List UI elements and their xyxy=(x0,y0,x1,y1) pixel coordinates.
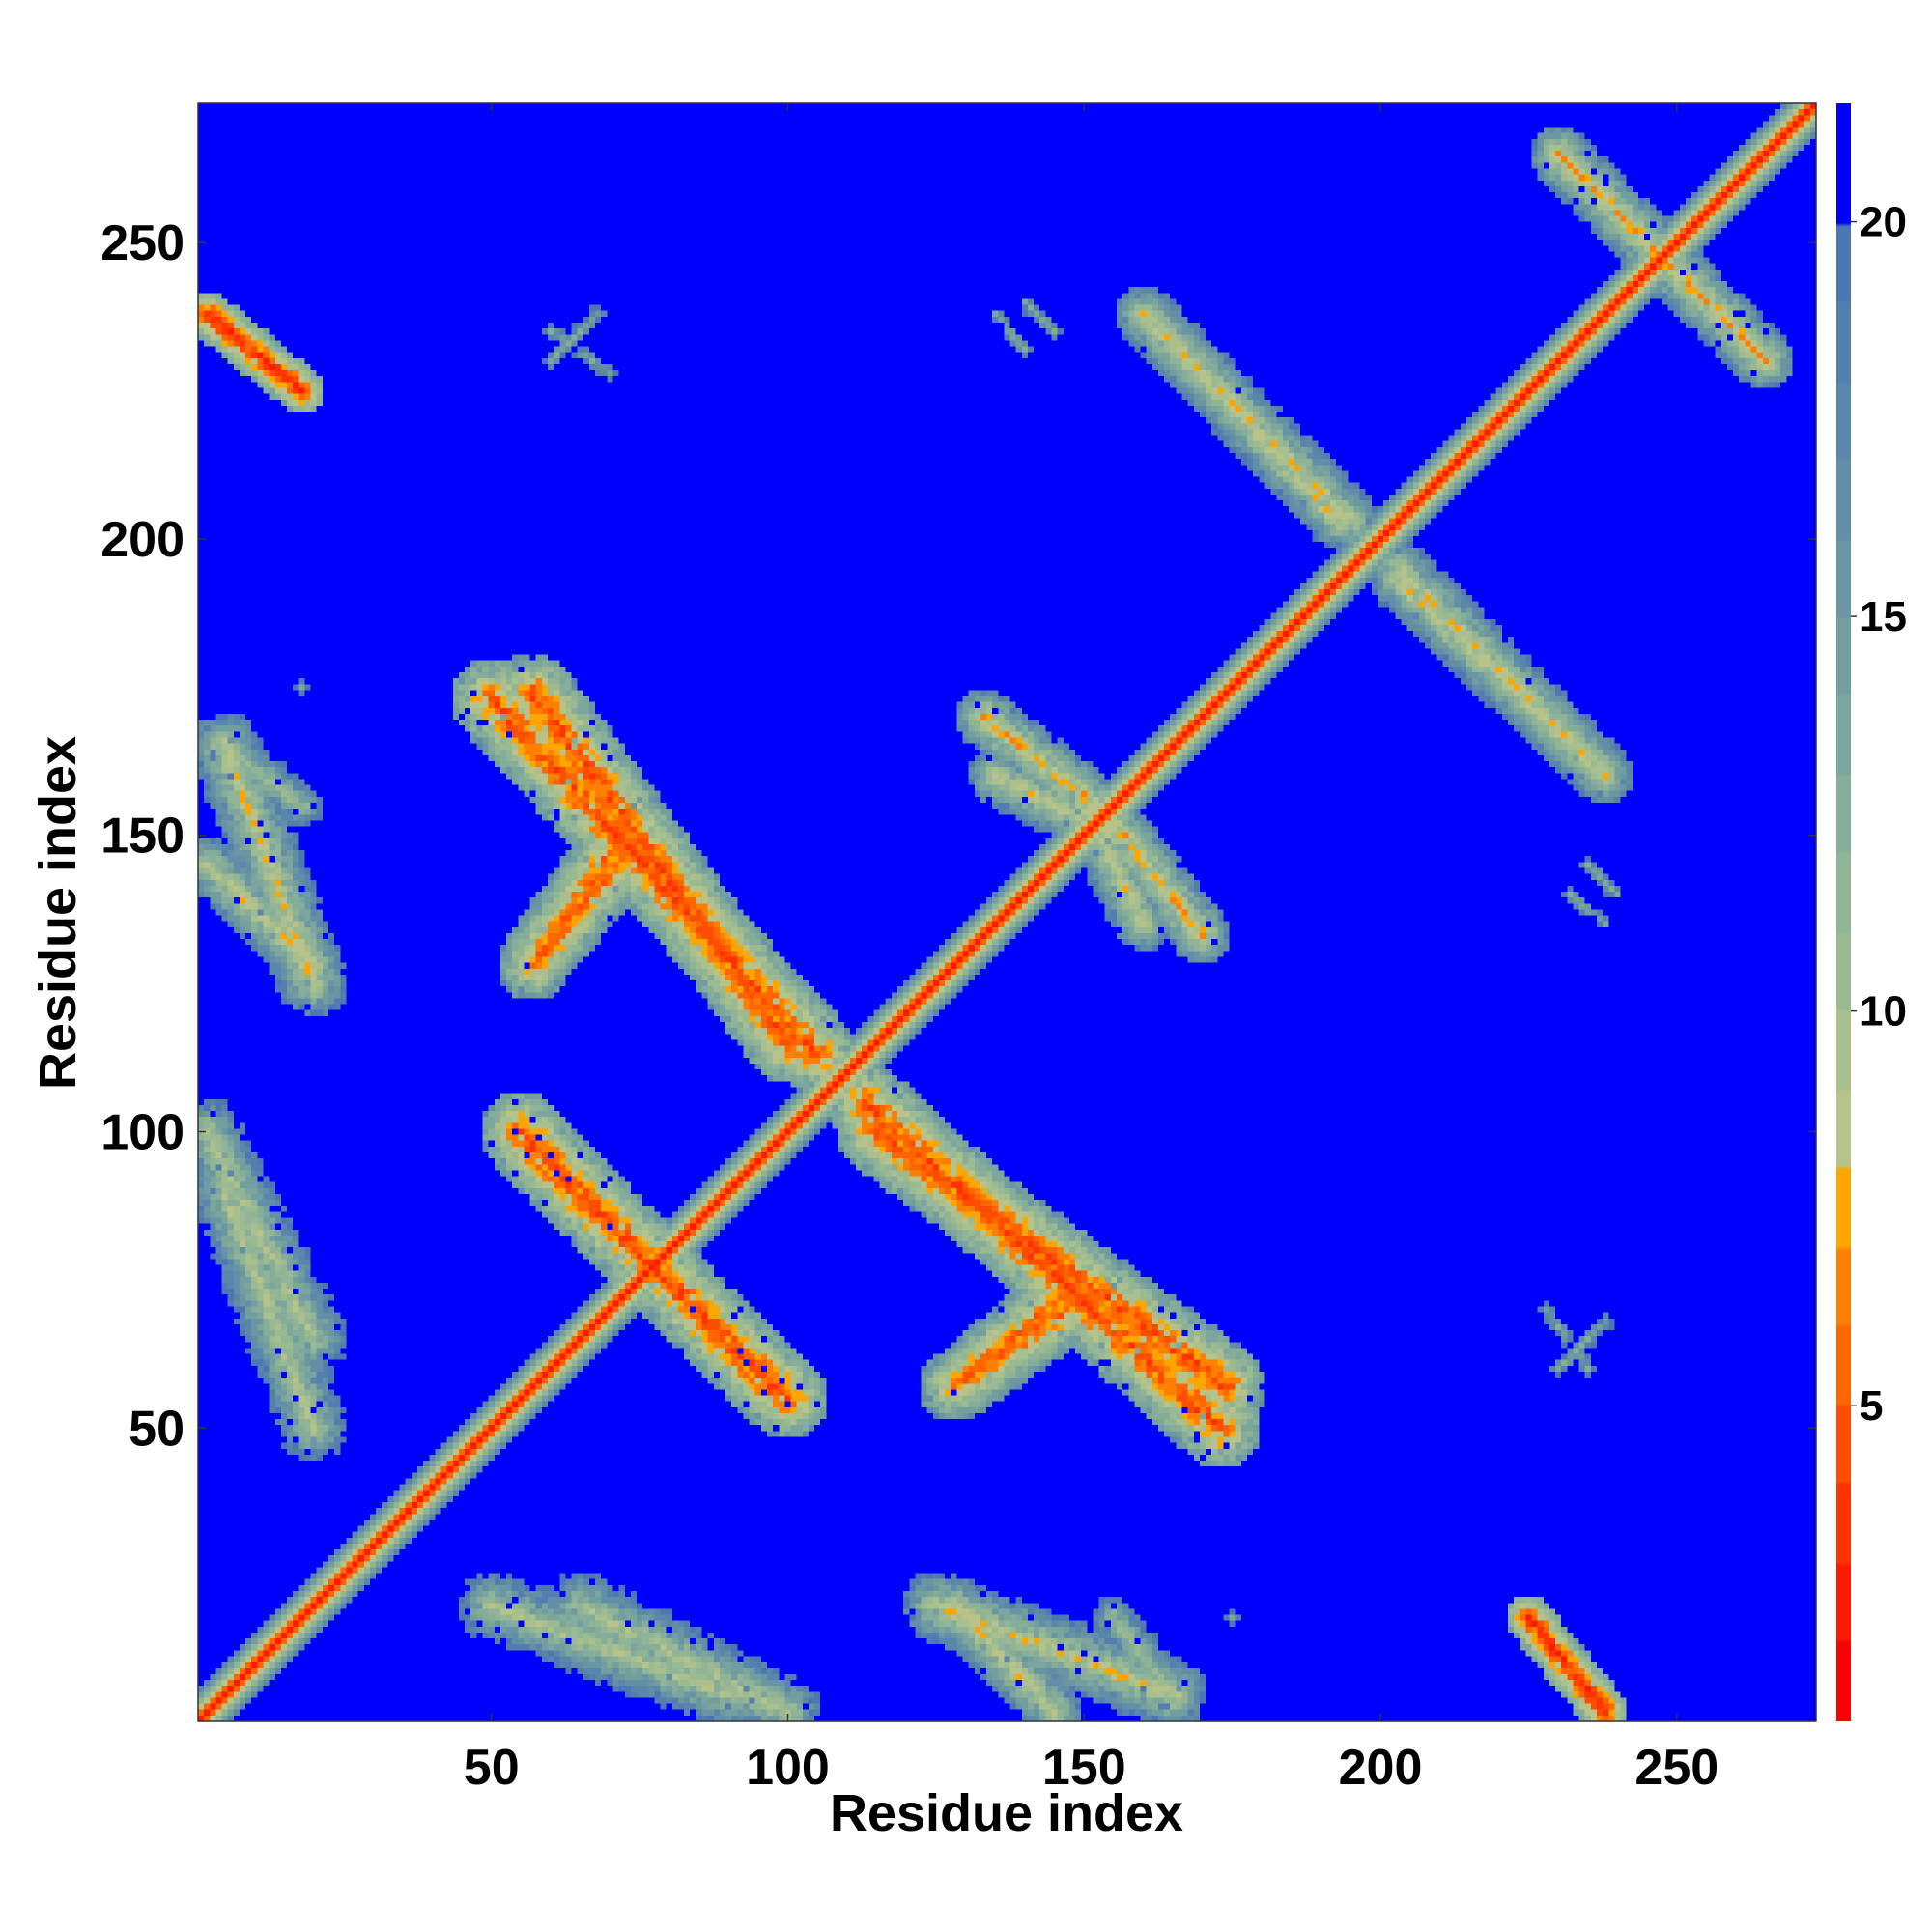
y-tick-label: 200 xyxy=(100,512,185,568)
colorbar-tick-label: 15 xyxy=(1860,593,1907,640)
colorbar-ticks: 5 10 15 20 xyxy=(1851,199,1907,1430)
x-tick-label: 200 xyxy=(1339,1740,1423,1796)
x-axis-title: Residue index xyxy=(830,1784,1183,1842)
x-tick-label: 150 xyxy=(1042,1740,1126,1796)
x-tick-label: 100 xyxy=(746,1740,830,1796)
y-axis-ticks: 50 100 150 200 250 xyxy=(100,215,1816,1457)
x-tick-label: 250 xyxy=(1634,1740,1719,1796)
y-axis-title: Residue index xyxy=(29,736,87,1090)
y-tick-label: 100 xyxy=(100,1105,185,1161)
y-tick-label: 250 xyxy=(100,215,185,271)
colorbar xyxy=(1836,103,1851,1721)
plot-frame xyxy=(197,102,1817,1722)
heatmap-plot-area xyxy=(198,103,1816,1721)
colorbar-tick-label: 5 xyxy=(1860,1382,1883,1430)
y-tick-label: 50 xyxy=(128,1401,185,1457)
x-tick-label: 50 xyxy=(464,1740,520,1796)
x-axis-ticks: 50 100 150 200 250 xyxy=(464,103,1719,1796)
y-tick-label: 150 xyxy=(100,809,185,865)
colorbar-tick-label: 20 xyxy=(1860,199,1907,246)
colorbar-tick-label: 10 xyxy=(1860,988,1907,1036)
